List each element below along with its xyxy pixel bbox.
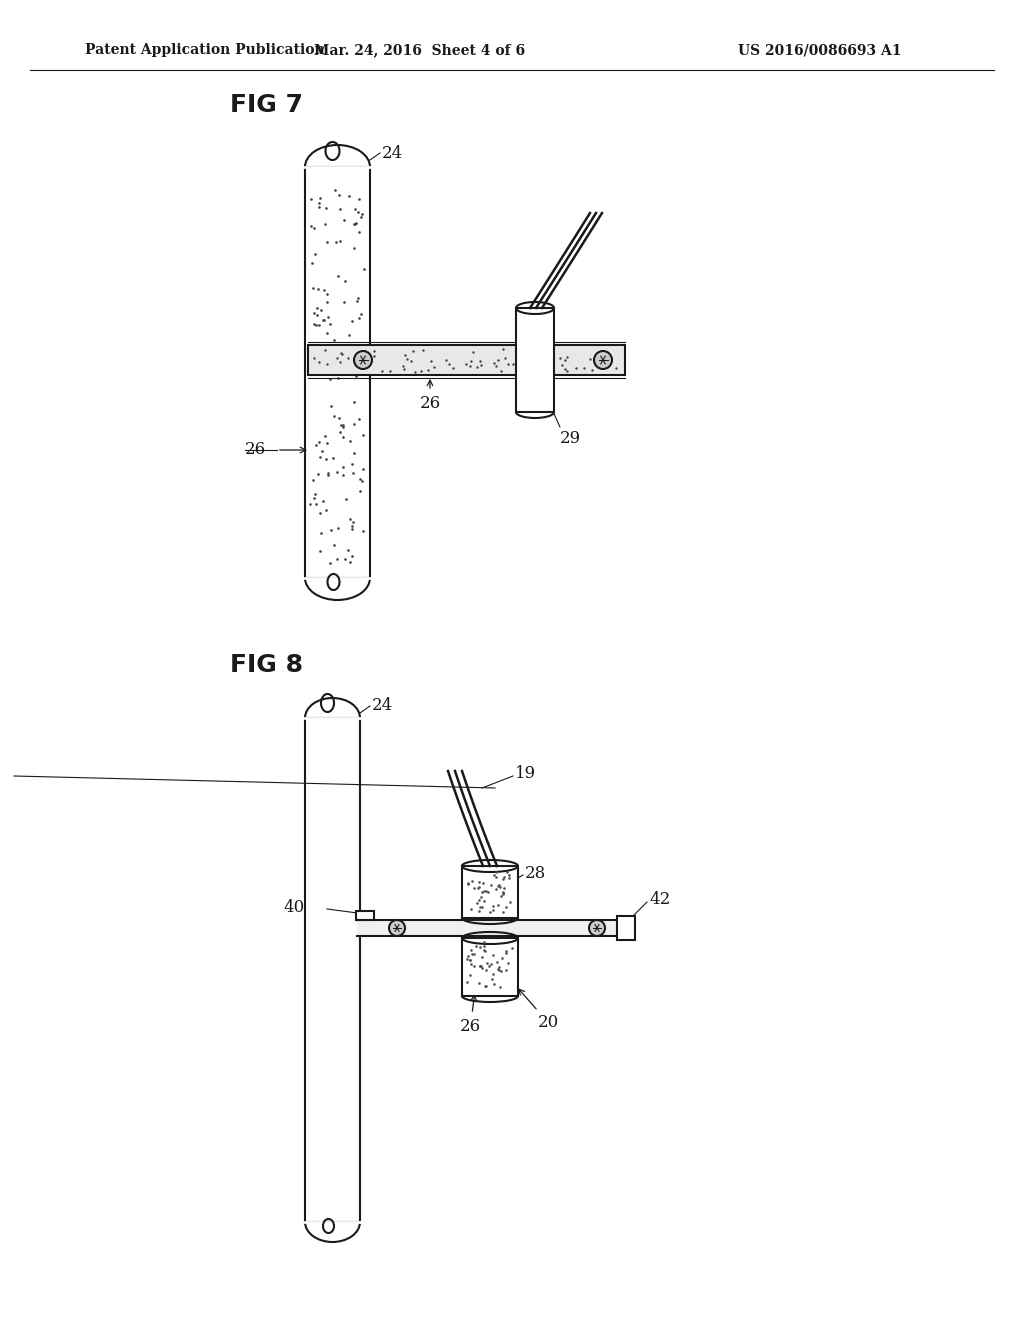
Bar — [462, 866, 518, 917]
Text: Mar. 24, 2016  Sheet 4 of 6: Mar. 24, 2016 Sheet 4 of 6 — [314, 44, 525, 57]
Circle shape — [589, 920, 605, 936]
Bar — [356, 911, 374, 920]
Bar — [357, 920, 625, 936]
Text: 42: 42 — [649, 891, 671, 908]
Bar — [617, 916, 635, 940]
Bar — [305, 718, 360, 1222]
Bar — [462, 939, 518, 997]
Bar — [305, 168, 370, 578]
Text: FIG 7: FIG 7 — [230, 92, 303, 117]
Text: FIG 8: FIG 8 — [230, 653, 303, 677]
Circle shape — [594, 351, 612, 370]
Text: 26: 26 — [245, 441, 266, 458]
Text: 28: 28 — [525, 866, 546, 883]
Text: 40: 40 — [284, 899, 305, 916]
Text: 24: 24 — [372, 697, 393, 714]
Circle shape — [389, 920, 406, 936]
Text: US 2016/0086693 A1: US 2016/0086693 A1 — [738, 44, 902, 57]
Text: 29: 29 — [560, 430, 582, 447]
Text: Patent Application Publication: Patent Application Publication — [85, 44, 325, 57]
Text: 26: 26 — [460, 1018, 480, 1035]
Bar — [516, 308, 554, 412]
Circle shape — [354, 351, 372, 370]
Text: 24: 24 — [382, 144, 403, 161]
Text: 20: 20 — [538, 1014, 559, 1031]
Bar — [308, 345, 625, 375]
Text: 19: 19 — [515, 766, 537, 783]
Text: 26: 26 — [420, 395, 440, 412]
